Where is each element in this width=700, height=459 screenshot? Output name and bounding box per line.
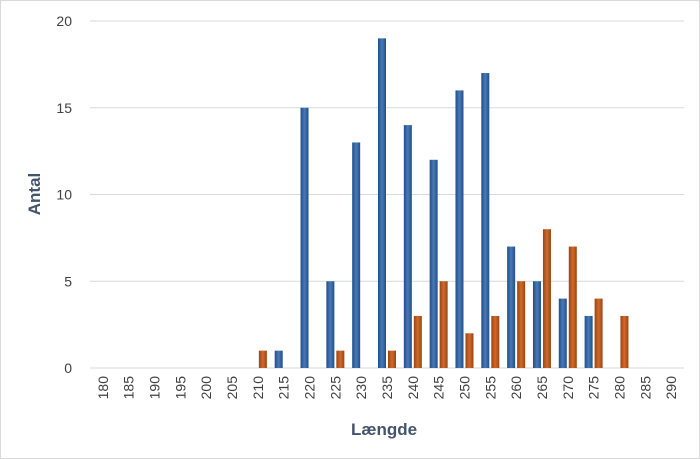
bar-series1-230 <box>352 142 361 368</box>
x-tick-label: 235 <box>379 376 395 400</box>
x-axis-title: Længde <box>351 420 417 439</box>
x-tick-label: 285 <box>637 376 653 400</box>
x-tick-label: 250 <box>456 376 472 400</box>
x-tick-label: 245 <box>431 376 447 400</box>
bar-series2-255 <box>491 315 500 368</box>
x-tick-label: 255 <box>482 376 498 400</box>
x-tick-label: 215 <box>276 376 292 400</box>
x-tick-label: 225 <box>327 376 343 400</box>
y-tick-label: 5 <box>64 273 72 289</box>
x-tick-label: 260 <box>508 376 524 400</box>
bars <box>258 38 629 369</box>
x-tick-label: 265 <box>534 376 550 400</box>
bar-series2-270 <box>568 246 577 368</box>
bar-series2-280 <box>620 315 629 368</box>
x-tick-label: 185 <box>121 376 137 400</box>
bar-series1-215 <box>274 350 283 368</box>
y-axis-ticks: 0 5 10 15 20 <box>56 13 72 376</box>
x-tick-label: 205 <box>224 376 240 400</box>
x-tick-label: 240 <box>405 376 421 400</box>
x-tick-label: 280 <box>611 376 627 400</box>
bar-series1-235 <box>378 38 386 368</box>
bar-series1-240 <box>403 125 412 368</box>
x-tick-label: 210 <box>250 376 266 400</box>
bar-series2-235 <box>388 350 396 368</box>
bar-series2-245 <box>439 281 448 368</box>
bar-series1-270 <box>558 298 567 368</box>
bar-series1-275 <box>584 315 593 368</box>
bar-series1-265 <box>532 281 541 368</box>
bar-series2-210 <box>258 350 267 368</box>
x-tick-label: 220 <box>302 376 318 400</box>
bar-series2-250 <box>465 333 474 368</box>
x-tick-label: 195 <box>172 376 188 400</box>
bar-series2-265 <box>542 229 551 368</box>
x-tick-label: 290 <box>663 376 679 400</box>
y-axis-title: Antal <box>25 173 44 216</box>
x-tick-label: 230 <box>353 376 369 400</box>
x-tick-label: 190 <box>147 376 163 400</box>
x-tick-label: 200 <box>198 376 214 400</box>
bar-series1-255 <box>481 73 490 369</box>
y-tick-label: 20 <box>56 13 72 29</box>
bar-series1-225 <box>326 281 335 368</box>
x-tick-label: 270 <box>560 376 576 400</box>
bar-series2-240 <box>413 315 422 368</box>
bar-series1-260 <box>507 246 516 368</box>
y-tick-label: 10 <box>56 187 72 203</box>
x-tick-label: 180 <box>95 376 111 400</box>
bar-series1-220 <box>300 107 309 368</box>
bar-series1-245 <box>429 159 438 368</box>
bar-series2-275 <box>594 298 603 368</box>
x-axis-ticks: 180 185 190 195 200 205 210 215 220 225 230 235 240 2… <box>95 376 679 400</box>
bar-series1-250 <box>455 90 464 369</box>
y-tick-label: 0 <box>64 360 72 376</box>
y-tick-label: 15 <box>56 100 72 116</box>
x-tick-label: 275 <box>586 376 602 400</box>
bar-series2-225 <box>336 350 345 368</box>
bar-series2-260 <box>517 281 526 368</box>
